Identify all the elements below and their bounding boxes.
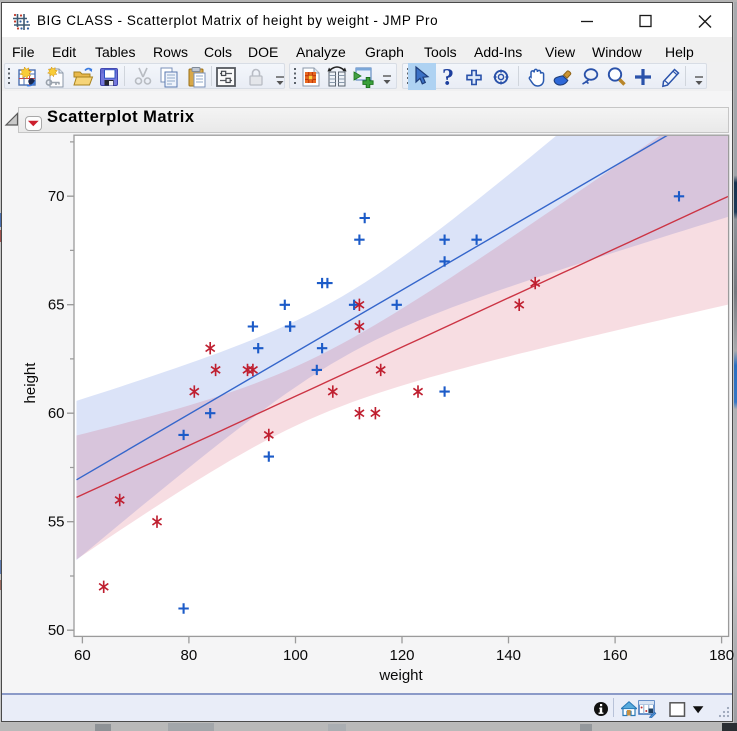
svg-text:120: 120	[389, 647, 414, 664]
svg-text:55: 55	[48, 514, 65, 531]
svg-text:180: 180	[709, 647, 734, 664]
svg-text:100: 100	[283, 647, 308, 664]
svg-text:height: height	[22, 362, 39, 404]
svg-text:70: 70	[48, 188, 65, 205]
svg-text:?: ?	[442, 66, 454, 88]
svg-text:160: 160	[603, 647, 628, 664]
svg-text:60: 60	[48, 405, 65, 422]
svg-text:65: 65	[48, 297, 65, 314]
svg-text:50: 50	[48, 622, 65, 639]
svg-text:80: 80	[181, 647, 198, 664]
svg-text:140: 140	[496, 647, 521, 664]
svg-text:weight: weight	[378, 667, 423, 684]
svg-text:60: 60	[74, 647, 91, 664]
